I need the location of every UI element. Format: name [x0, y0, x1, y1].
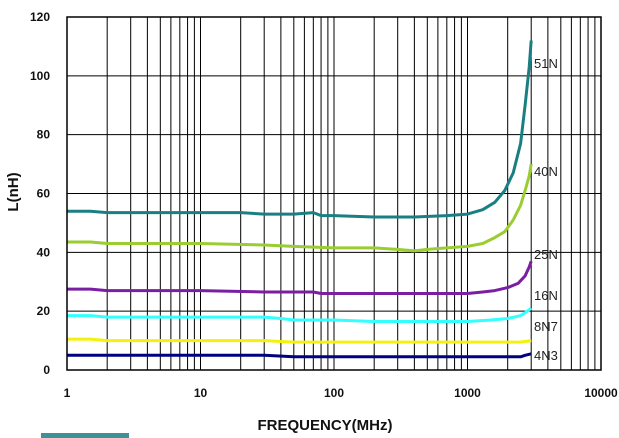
- x-tick-label: 1000: [454, 386, 481, 400]
- series-line-25n: [67, 260, 533, 295]
- series-line-16n: [67, 307, 533, 323]
- y-tick-label: 80: [37, 128, 51, 142]
- x-tick-label: 1: [64, 386, 71, 400]
- x-tick-label: 10: [194, 386, 208, 400]
- series-labels: 51N 40N 25N 16N 8N7 4N3: [534, 56, 558, 363]
- y-tick-label: 100: [30, 69, 50, 83]
- plot-frame: [66, 16, 602, 371]
- series-line-8n7: [67, 337, 532, 344]
- series-label-51n: 51N: [534, 56, 558, 71]
- series-label-16n: 16N: [534, 288, 558, 303]
- y-tick-label: 120: [30, 10, 50, 24]
- series-label-8n7: 8N7: [534, 319, 558, 334]
- y-tick-label: 60: [37, 187, 51, 201]
- legend-swatch-bar: [41, 433, 129, 438]
- series-label-40n: 40N: [534, 164, 558, 179]
- y-tick-label: 40: [37, 245, 51, 259]
- tick-labels: 1 10 100 1000 10000 0 20 40 60 80 100 120: [30, 10, 618, 400]
- x-tick-label: 10000: [584, 386, 618, 400]
- series-lines: [67, 40, 533, 359]
- series-label-4n3: 4N3: [534, 348, 558, 363]
- y-tick-label: 20: [37, 304, 51, 318]
- series-line-4n3: [67, 352, 532, 359]
- series-line-40n: [67, 163, 533, 253]
- series-line-51n: [67, 40, 533, 219]
- x-tick-label: 100: [324, 386, 344, 400]
- grid: [67, 17, 601, 370]
- y-axis-title: L(nH): [5, 172, 22, 211]
- x-axis-title: FREQUENCY(MHz): [258, 417, 393, 434]
- series-label-25n: 25N: [534, 247, 558, 262]
- y-tick-label: 0: [43, 363, 50, 377]
